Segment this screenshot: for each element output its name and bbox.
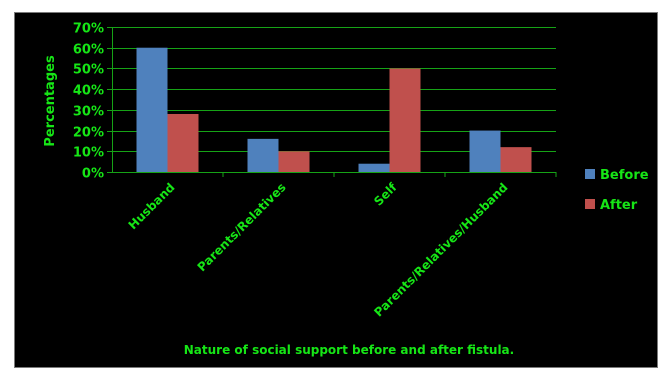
chart-title: Nature of social support before and afte… bbox=[184, 343, 514, 357]
y-tick-label: 70% bbox=[73, 22, 104, 37]
bar-after-2 bbox=[278, 151, 310, 172]
y-ticks: 0% 10% 20% 30% 40% 50% 60% 70% bbox=[73, 22, 104, 182]
y-tick-label: 40% bbox=[73, 84, 104, 99]
y-tick-label: 0% bbox=[82, 167, 104, 182]
bar-before-1 bbox=[136, 47, 168, 172]
y-tick-label: 50% bbox=[73, 63, 104, 78]
y-tick-label: 20% bbox=[73, 126, 104, 141]
bar-before-2 bbox=[247, 138, 279, 172]
x-tick-label: Parents/Relatives/Husband bbox=[371, 180, 510, 319]
bar-before-4 bbox=[469, 130, 501, 172]
bars bbox=[136, 47, 532, 172]
y-tick-label: 10% bbox=[73, 146, 104, 161]
bar-after-4 bbox=[500, 147, 532, 172]
bar-before-3 bbox=[358, 163, 390, 172]
y-axis-label: Percentages bbox=[43, 55, 58, 147]
x-tick-label: Parents/Relatives bbox=[195, 180, 289, 274]
legend-label-before: Before bbox=[600, 168, 649, 183]
x-ticks: Husband Parents/Relatives SelfParents/Rela… bbox=[126, 180, 511, 320]
bar-after-1 bbox=[167, 114, 199, 172]
legend: Before After bbox=[585, 168, 649, 213]
gridlines bbox=[107, 27, 557, 177]
y-tick-label: 60% bbox=[73, 43, 104, 58]
x-tick-label: Self bbox=[371, 180, 400, 209]
legend-swatch-before bbox=[585, 169, 595, 179]
y-tick-label: 30% bbox=[73, 105, 104, 120]
bar-after-3 bbox=[389, 68, 421, 172]
legend-label-after: After bbox=[600, 198, 638, 213]
chart-frame bbox=[14, 12, 658, 368]
legend-swatch-after bbox=[585, 199, 595, 209]
x-tick-label: Husband bbox=[126, 180, 178, 232]
